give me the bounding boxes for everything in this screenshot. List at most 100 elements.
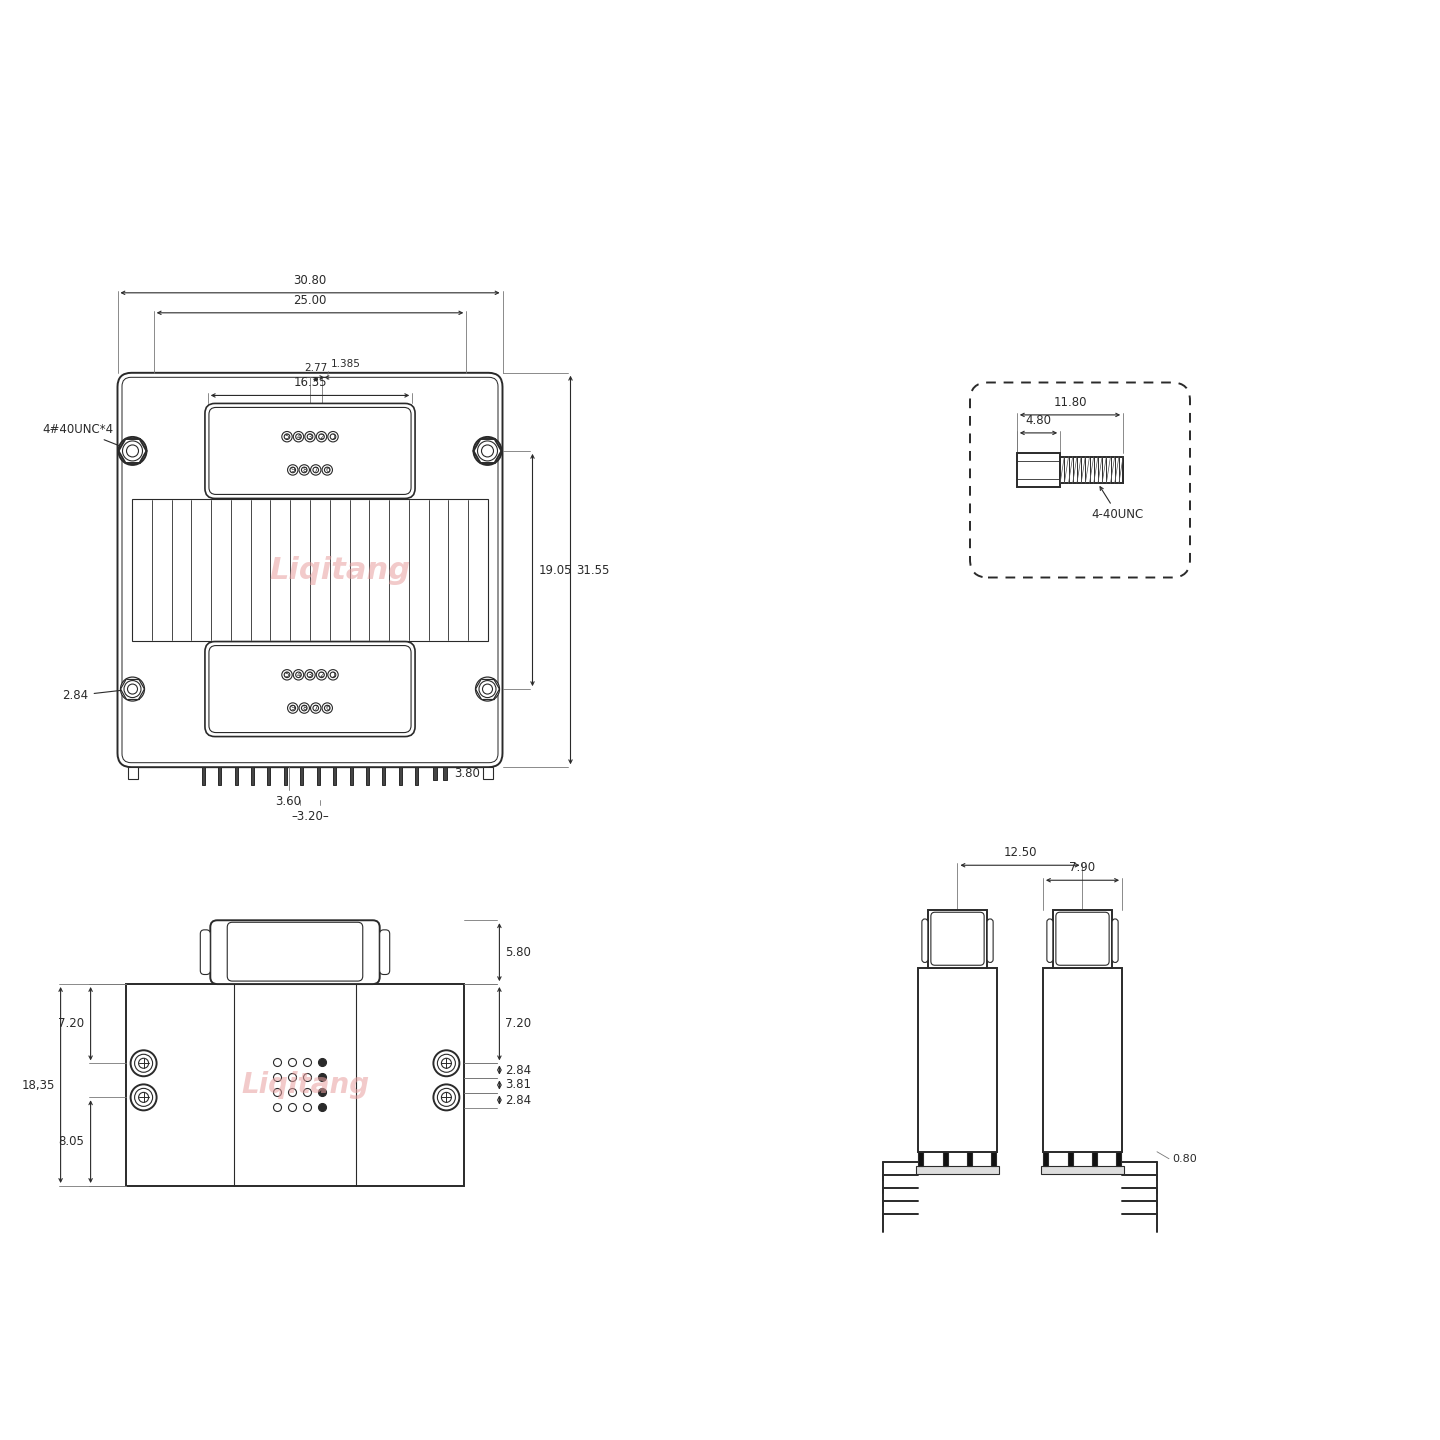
Circle shape xyxy=(474,436,501,465)
Text: 2: 2 xyxy=(320,433,324,439)
Bar xyxy=(927,910,988,968)
Circle shape xyxy=(121,677,144,701)
Circle shape xyxy=(131,1084,157,1110)
Bar xyxy=(383,768,386,785)
Bar xyxy=(1092,1152,1097,1166)
Bar xyxy=(1017,454,1060,487)
Circle shape xyxy=(323,703,333,713)
Bar xyxy=(1060,456,1123,484)
Bar xyxy=(333,768,336,785)
FancyBboxPatch shape xyxy=(118,373,503,768)
Bar xyxy=(1116,1152,1122,1166)
Text: 6: 6 xyxy=(325,706,330,711)
Bar xyxy=(235,768,238,785)
Text: 31.55: 31.55 xyxy=(576,563,611,576)
Text: 9: 9 xyxy=(291,706,295,711)
Text: 11.80: 11.80 xyxy=(1053,396,1087,409)
Text: 4.80: 4.80 xyxy=(1025,413,1051,426)
FancyBboxPatch shape xyxy=(1047,919,1053,962)
Bar xyxy=(284,768,287,785)
Text: 12.50: 12.50 xyxy=(1004,847,1037,860)
Circle shape xyxy=(122,441,143,461)
Text: 4: 4 xyxy=(297,672,301,678)
Circle shape xyxy=(328,670,338,680)
Bar xyxy=(432,768,436,780)
Circle shape xyxy=(318,1073,327,1081)
Circle shape xyxy=(318,1103,327,1112)
Text: 2.77: 2.77 xyxy=(304,363,327,373)
Text: 4: 4 xyxy=(297,433,301,439)
Text: 7: 7 xyxy=(314,467,318,472)
Circle shape xyxy=(317,670,327,680)
Text: Liqitang: Liqitang xyxy=(269,556,410,585)
FancyBboxPatch shape xyxy=(204,403,415,498)
Bar xyxy=(251,768,253,785)
Circle shape xyxy=(317,432,327,442)
Text: 3: 3 xyxy=(308,433,312,439)
Text: 8: 8 xyxy=(302,706,307,711)
Bar xyxy=(1044,1152,1048,1166)
Bar xyxy=(442,768,446,780)
Text: 0.80: 0.80 xyxy=(1172,1153,1197,1164)
Circle shape xyxy=(300,465,310,475)
Text: 3.81: 3.81 xyxy=(505,1079,531,1092)
Circle shape xyxy=(131,1050,157,1076)
Bar xyxy=(399,768,402,785)
Bar xyxy=(132,500,488,641)
Bar xyxy=(968,1152,972,1166)
Circle shape xyxy=(328,432,338,442)
Text: 1: 1 xyxy=(331,433,336,439)
Text: 9: 9 xyxy=(291,467,295,472)
Text: 7: 7 xyxy=(314,706,318,711)
Circle shape xyxy=(433,1050,459,1076)
Bar xyxy=(301,768,304,785)
Bar xyxy=(202,768,204,785)
Text: 3.80: 3.80 xyxy=(455,768,481,780)
Text: 2.84: 2.84 xyxy=(62,688,128,703)
Circle shape xyxy=(274,1089,281,1096)
Text: 2: 2 xyxy=(320,672,324,678)
Circle shape xyxy=(274,1058,281,1067)
Circle shape xyxy=(305,670,315,680)
Circle shape xyxy=(274,1103,281,1112)
Text: 4-40UNC: 4-40UNC xyxy=(1092,487,1143,521)
Circle shape xyxy=(300,703,310,713)
Text: 6: 6 xyxy=(325,467,330,472)
Circle shape xyxy=(124,681,141,697)
Text: 25.00: 25.00 xyxy=(294,294,327,307)
Text: 30.80: 30.80 xyxy=(294,274,327,287)
Bar xyxy=(350,768,353,785)
Text: 2.84: 2.84 xyxy=(505,1064,531,1077)
Text: 5: 5 xyxy=(285,433,289,439)
Text: 1: 1 xyxy=(331,672,336,678)
Circle shape xyxy=(318,1089,327,1096)
Text: Liqitang: Liqitang xyxy=(240,1071,369,1099)
FancyBboxPatch shape xyxy=(200,930,210,975)
Text: 7.20: 7.20 xyxy=(59,1017,85,1030)
Bar xyxy=(128,768,137,779)
Circle shape xyxy=(475,677,500,701)
Circle shape xyxy=(118,436,147,465)
Circle shape xyxy=(288,465,298,475)
Bar xyxy=(1041,1166,1125,1174)
Bar xyxy=(992,1152,996,1166)
Text: 5.80: 5.80 xyxy=(505,946,531,959)
Text: 3: 3 xyxy=(308,672,312,678)
Circle shape xyxy=(294,432,304,442)
Circle shape xyxy=(304,1089,311,1096)
Text: 19.05: 19.05 xyxy=(539,563,572,576)
Text: 16.35: 16.35 xyxy=(294,376,327,389)
Bar xyxy=(268,768,271,785)
Circle shape xyxy=(304,1058,311,1067)
Circle shape xyxy=(318,1058,327,1067)
Text: –3.20–: –3.20– xyxy=(291,811,328,824)
Circle shape xyxy=(480,681,495,697)
Bar xyxy=(919,1152,923,1166)
FancyBboxPatch shape xyxy=(204,642,415,737)
Circle shape xyxy=(311,465,321,475)
Circle shape xyxy=(274,1073,281,1081)
Bar xyxy=(125,984,464,1187)
Bar xyxy=(415,768,418,785)
Text: 8.05: 8.05 xyxy=(59,1135,85,1148)
Circle shape xyxy=(304,1103,311,1112)
